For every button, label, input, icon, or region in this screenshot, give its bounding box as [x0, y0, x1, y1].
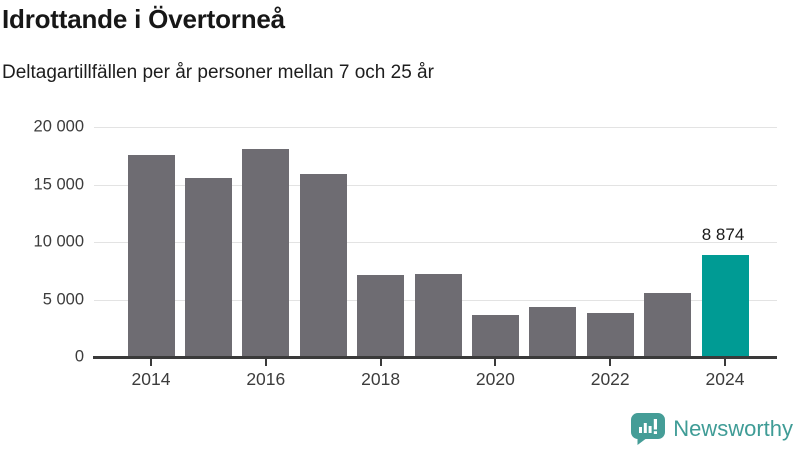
- bar-2023: [644, 293, 692, 357]
- x-axis-label-2014: 2014: [131, 369, 171, 389]
- bar-2020: [471, 315, 519, 357]
- bar-2019: [414, 274, 462, 357]
- bar-2021: [529, 306, 577, 357]
- newsworthy-brand-link[interactable]: Newsworthy: [631, 413, 793, 445]
- bar-2024: [701, 254, 749, 357]
- x-axis-tick-2022: [609, 358, 612, 366]
- y-axis-label-15000: 15 000: [33, 175, 84, 193]
- x-axis-label-2020: 2020: [475, 369, 515, 389]
- x-axis-label-2018: 2018: [361, 369, 401, 389]
- bar-2018: [357, 275, 405, 357]
- x-axis-label-2016: 2016: [246, 369, 286, 389]
- x-axis-label-2024: 2024: [705, 369, 745, 389]
- y-axis-label-20000: 20 000: [33, 117, 84, 136]
- x-axis-line: [93, 356, 777, 359]
- bar-2015: [184, 177, 232, 357]
- gridline-10000: [94, 242, 777, 243]
- x-axis-tick-2020: [494, 358, 497, 366]
- gridline-20000: [94, 127, 777, 128]
- bar-value-label: 8 874: [701, 224, 745, 244]
- chart-title: Idrottande i Övertorneå: [2, 4, 285, 34]
- newsworthy-brand-text: Newsworthy: [673, 416, 793, 441]
- x-axis-tick-2016: [264, 358, 267, 366]
- bar-2014: [127, 154, 175, 357]
- bar-2017: [299, 174, 347, 357]
- bar-2016: [242, 148, 290, 357]
- gridline-15000: [94, 184, 777, 186]
- newsworthy-logo-icon: [631, 413, 666, 445]
- x-axis-tick-2024: [724, 358, 726, 366]
- x-axis-label-2022: 2022: [590, 369, 630, 389]
- x-axis-tick-2018: [379, 358, 382, 366]
- y-axis-label-10000: 10 000: [33, 232, 84, 251]
- chart-subtitle: Deltagartillfällen per år personer mella…: [2, 62, 434, 83]
- y-axis-label-0: 0: [74, 347, 84, 366]
- x-axis-tick-2014: [150, 358, 152, 366]
- bar-2022: [586, 313, 634, 357]
- y-axis-label-5000: 5 000: [42, 290, 84, 308]
